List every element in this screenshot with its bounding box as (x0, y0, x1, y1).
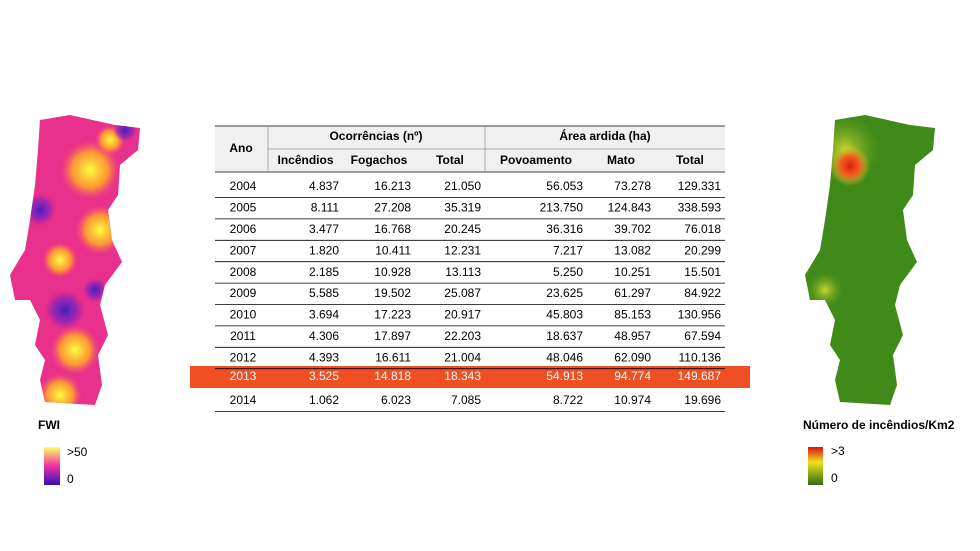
cell: 22.203 (444, 329, 481, 343)
cell: 85.153 (614, 308, 651, 322)
cell: 3.694 (309, 308, 339, 322)
row-year: 2008 (230, 265, 257, 279)
cell: 5.250 (553, 265, 583, 279)
cell: 3.477 (309, 222, 339, 236)
cell: 20.245 (444, 222, 481, 236)
header: Ano (229, 141, 252, 155)
cell: 8.722 (553, 393, 583, 407)
row-year: 2011 (230, 329, 256, 343)
row-year: 2007 (230, 243, 257, 257)
cell: 62.090 (614, 350, 651, 364)
cell: 54.913 (546, 369, 583, 383)
cell: 213.750 (540, 201, 584, 215)
cell: 73.278 (614, 179, 651, 193)
legend-title: FWI (38, 418, 60, 432)
cell: 23.625 (546, 286, 583, 300)
cell: 7.217 (553, 243, 583, 257)
fwi-map (10, 115, 140, 405)
group-header: Ocorrências (nº) (329, 129, 422, 143)
cell: 6.023 (381, 393, 411, 407)
fwi-scale (44, 447, 60, 485)
cell: 4.837 (309, 179, 339, 193)
row-year: 2012 (230, 350, 257, 364)
cell: 8.111 (311, 201, 340, 215)
cell: 45.803 (546, 308, 583, 322)
cell: 39.702 (614, 222, 651, 236)
legend-label: >50 (67, 445, 88, 459)
cell: 13.113 (445, 265, 481, 279)
cell: 3.525 (309, 369, 339, 383)
fires-map (805, 115, 935, 405)
cell: 48.957 (614, 329, 651, 343)
column-header: Incêndios (277, 153, 333, 167)
cell: 94.774 (614, 369, 651, 383)
cell: 10.251 (614, 265, 651, 279)
row-year: 2009 (230, 286, 257, 300)
cell: 76.018 (684, 222, 721, 236)
cell: 19.502 (374, 286, 411, 300)
column-header: Total (436, 153, 464, 167)
cell: 25.087 (444, 286, 481, 300)
column-header: Total (676, 153, 704, 167)
cell: 338.593 (678, 201, 722, 215)
cell: 4.393 (309, 350, 339, 364)
cell: 48.046 (546, 350, 583, 364)
cell: 20.917 (444, 308, 481, 322)
cell: 110.136 (679, 350, 722, 364)
row-year: 2014 (230, 393, 257, 407)
cell: 12.231 (444, 243, 481, 257)
cell: 130.956 (678, 308, 722, 322)
cell: 10.928 (374, 265, 411, 279)
cell: 13.082 (614, 243, 651, 257)
cell: 16.213 (374, 179, 411, 193)
group-header: Área ardida (ha) (559, 128, 650, 143)
cell: 84.922 (684, 286, 721, 300)
cell: 5.585 (309, 286, 339, 300)
cell: 21.004 (444, 350, 481, 364)
cell: 19.696 (684, 393, 721, 407)
cell: 129.331 (678, 179, 722, 193)
column-header: Mato (607, 153, 635, 167)
cell: 10.974 (614, 393, 651, 407)
cell: 7.085 (451, 393, 481, 407)
cell: 2.185 (309, 265, 339, 279)
column-header: Povoamento (500, 153, 572, 167)
legend-label: 0 (67, 472, 74, 486)
legend-label: >3 (831, 444, 845, 458)
row-year: 2005 (230, 201, 257, 215)
cell: 17.223 (374, 308, 411, 322)
cell: 61.297 (614, 286, 651, 300)
cell: 14.818 (374, 369, 411, 383)
row-highlight (190, 366, 750, 388)
fires-scale (808, 447, 823, 485)
cell: 15.501 (684, 265, 721, 279)
cell: 27.208 (374, 201, 411, 215)
row-year: 2013 (230, 369, 257, 383)
cell: 18.637 (546, 329, 583, 343)
cell: 149.687 (678, 369, 722, 383)
cell: 56.053 (546, 179, 583, 193)
legend-label: 0 (831, 471, 838, 485)
row-year: 2010 (230, 308, 257, 322)
cell: 10.411 (375, 243, 411, 257)
row-year: 2004 (230, 179, 257, 193)
cell: 20.299 (684, 243, 721, 257)
cell: 1.062 (309, 393, 339, 407)
cell: 1.820 (309, 243, 339, 257)
cell: 35.319 (444, 201, 481, 215)
cell: 124.843 (608, 201, 652, 215)
cell: 67.594 (684, 329, 721, 343)
cell: 17.897 (374, 329, 411, 343)
cell: 4.306 (309, 329, 339, 343)
row-year: 2006 (230, 222, 257, 236)
cell: 16.768 (374, 222, 411, 236)
cell: 36.316 (546, 222, 583, 236)
cell: 21.050 (444, 179, 481, 193)
legend-title: Número de incêndios/Km2 (803, 418, 955, 432)
cell: 16.611 (375, 350, 411, 364)
column-header: Fogachos (351, 153, 408, 167)
cell: 18.343 (444, 369, 481, 383)
